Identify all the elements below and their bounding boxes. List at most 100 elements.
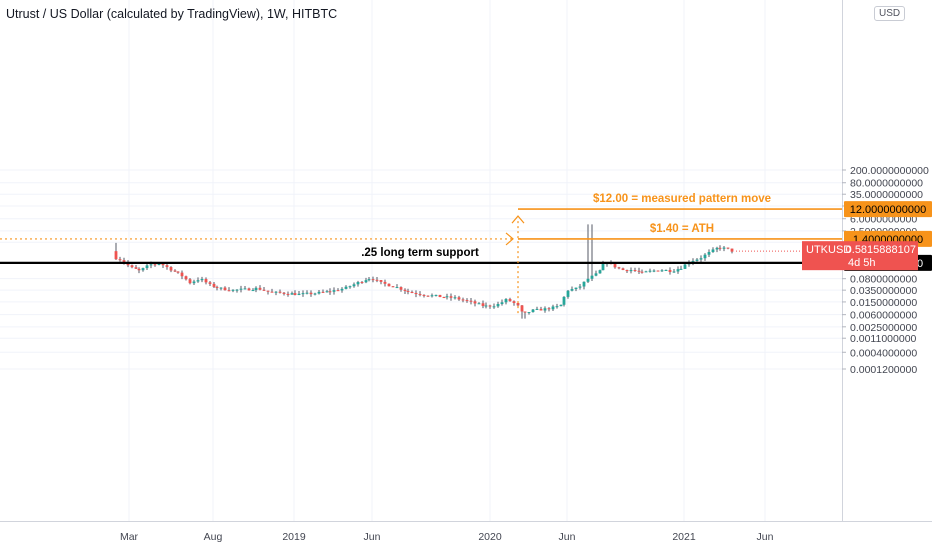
- price-tick-label: 200.0000000000: [850, 165, 929, 177]
- candle-body: [176, 271, 180, 273]
- time-tick-label: 2020: [478, 531, 502, 543]
- candle-body: [488, 305, 492, 307]
- candle-body: [383, 281, 387, 284]
- target-annotation: $1.40 = ATH: [650, 223, 714, 235]
- candle-body: [247, 288, 251, 291]
- candle-body: [309, 292, 313, 295]
- candle-body: [562, 296, 566, 305]
- price-tick-label: 0.0011000000: [850, 333, 917, 345]
- candle-body: [434, 294, 438, 296]
- time-tick-label: Aug: [204, 531, 223, 543]
- candle-body: [360, 282, 364, 284]
- current-price-value: 0.5815888107: [846, 244, 916, 256]
- candle-body: [469, 300, 473, 302]
- candle-body: [683, 264, 687, 269]
- candle-body: [235, 289, 239, 291]
- candle-body: [578, 286, 582, 288]
- candle-body: [356, 282, 360, 285]
- candle-body: [204, 278, 208, 283]
- candle-body: [492, 306, 496, 308]
- candle-body: [679, 268, 683, 270]
- candle-body: [570, 289, 574, 291]
- support-annotation: .25 long term support: [361, 247, 479, 259]
- candle-body: [184, 276, 188, 280]
- candle-body: [598, 270, 602, 274]
- candle-body: [399, 287, 403, 290]
- candle-body: [403, 289, 407, 291]
- candle-body: [449, 296, 453, 298]
- measured-move-arrow: [511, 215, 525, 224]
- candle-body: [196, 280, 200, 282]
- candle-body: [461, 299, 465, 301]
- candle-body: [286, 293, 290, 295]
- candle-body: [313, 293, 317, 295]
- candle-body: [251, 290, 255, 292]
- time-axis[interactable]: Mar Aug 2019 Jun 2020 Jun 2021 Jun: [0, 521, 932, 544]
- grid-lines: [0, 0, 842, 521]
- candle-body: [180, 272, 184, 277]
- candle-body: [410, 291, 414, 293]
- candle-body: [445, 296, 449, 298]
- candle-body: [426, 295, 430, 297]
- time-tick-label: 2019: [282, 531, 306, 543]
- candle-body: [640, 271, 644, 273]
- candle-body: [617, 267, 621, 269]
- candle-body: [266, 290, 270, 292]
- candle-body: [371, 279, 375, 281]
- candle-body: [134, 267, 138, 269]
- candle-body: [274, 291, 278, 293]
- candle-body: [348, 286, 352, 288]
- candle-body: [375, 279, 379, 281]
- candle-body: [500, 302, 504, 305]
- candle-body: [149, 264, 153, 266]
- candle-body: [543, 308, 547, 311]
- candle-body: [711, 249, 715, 252]
- candle-body: [379, 280, 383, 282]
- level-price-tag: [844, 201, 932, 218]
- candle-body: [219, 287, 223, 289]
- candle-body: [161, 263, 165, 266]
- candle-body: [137, 268, 141, 271]
- candle-body: [660, 270, 664, 272]
- candle-body: [215, 286, 219, 288]
- candle-body: [262, 289, 266, 291]
- candle-body: [523, 311, 527, 313]
- candle-body: [551, 306, 555, 310]
- price-tick-label: 0.0025000000: [850, 322, 917, 334]
- candle-body: [625, 269, 629, 272]
- candle-body: [367, 279, 371, 281]
- candle-body: [364, 280, 368, 283]
- candle-body: [586, 278, 590, 282]
- candle-body: [621, 268, 625, 270]
- candle-body: [414, 292, 418, 295]
- candle-body: [726, 247, 730, 249]
- candle-body: [227, 290, 231, 292]
- candle-body: [477, 303, 481, 305]
- candle-body: [465, 300, 469, 302]
- axis-tags: 12.00000000001.40000000000.2500000000UTK…: [736, 201, 932, 271]
- candle-body: [391, 286, 395, 288]
- candle-body: [633, 270, 637, 272]
- currency-badge[interactable]: USD: [874, 6, 906, 21]
- candle-body: [442, 297, 446, 299]
- candle-body: [173, 270, 177, 272]
- candle-body: [722, 247, 726, 249]
- candle-body: [508, 299, 512, 302]
- candle-body: [484, 305, 488, 307]
- candle-body: [555, 306, 559, 308]
- candle-body: [703, 254, 707, 259]
- candle-body: [122, 260, 126, 263]
- candle-body: [340, 288, 344, 291]
- candle-body: [118, 259, 122, 261]
- candle-body: [527, 312, 531, 314]
- chart-title: Utrust / US Dollar (calculated by Tradin…: [6, 7, 338, 21]
- candle-body: [453, 297, 457, 299]
- candle-body: [325, 291, 329, 293]
- candle-body: [613, 263, 617, 268]
- candle-body: [141, 268, 145, 271]
- price-tick-label: 0.0150000000: [850, 297, 917, 309]
- candle-body: [243, 288, 247, 290]
- level-price-tag-label: 12.0000000000: [850, 204, 926, 216]
- price-tick-label: 0.0060000000: [850, 310, 917, 322]
